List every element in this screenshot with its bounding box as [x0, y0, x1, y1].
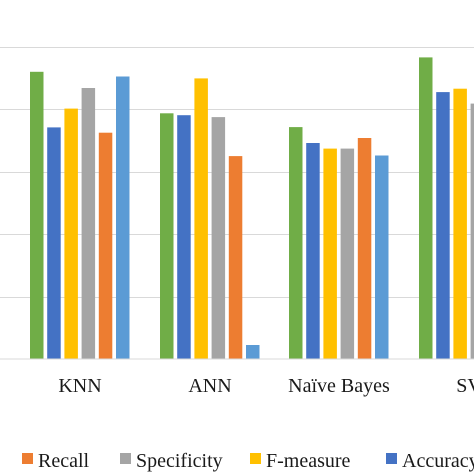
bar-knn-series-4 [81, 88, 96, 359]
legend: Recall Specificity F-measure Accuracy [22, 450, 474, 472]
bar-na-ve-bayes-series-4 [340, 148, 355, 359]
category-label: SV [456, 375, 474, 397]
bar-ann-series-3 [194, 78, 208, 360]
bar-sv-series-1 [419, 57, 433, 360]
bar-na-ve-bayes-series-5 [357, 138, 372, 359]
bar-knn-series-1 [30, 71, 44, 360]
bar-ann-series-2 [177, 115, 191, 359]
bar-knn-series-2 [47, 127, 61, 360]
legend-swatch [250, 453, 261, 464]
legend-label: Accuracy [402, 450, 474, 472]
bar-sv-series-2 [436, 92, 450, 359]
category-label: ANN [188, 375, 231, 397]
bar-na-ve-bayes-series-1 [289, 127, 303, 359]
legend-label: F-measure [266, 450, 351, 472]
bar-na-ve-bayes-series-2 [306, 143, 320, 359]
bar-na-ve-bayes-series-3 [323, 148, 337, 359]
bar-sv-series-4 [470, 103, 474, 359]
legend-swatch [120, 453, 131, 464]
bar-knn-series-6 [116, 76, 130, 359]
bar-knn-series-3 [64, 108, 78, 359]
bar-ann-series-1 [160, 113, 174, 359]
category-label: KNN [58, 375, 101, 397]
bar-sv-series-3 [453, 88, 467, 359]
legend-swatch [22, 453, 33, 464]
bar-ann-series-5 [228, 156, 243, 359]
category-labels: KNN ANN Naïve Bayes SV [58, 375, 474, 397]
bar-ann-series-4 [211, 117, 226, 359]
category-label: Naïve Bayes [288, 375, 390, 397]
legend-swatch [386, 453, 397, 464]
bars [30, 57, 474, 360]
bar-ann-series-6 [246, 345, 260, 359]
bar-knn-series-5 [98, 132, 113, 359]
legend-label: Recall [38, 450, 90, 472]
legend-label: Specificity [136, 450, 223, 472]
bar-na-ve-bayes-series-6 [375, 155, 389, 359]
